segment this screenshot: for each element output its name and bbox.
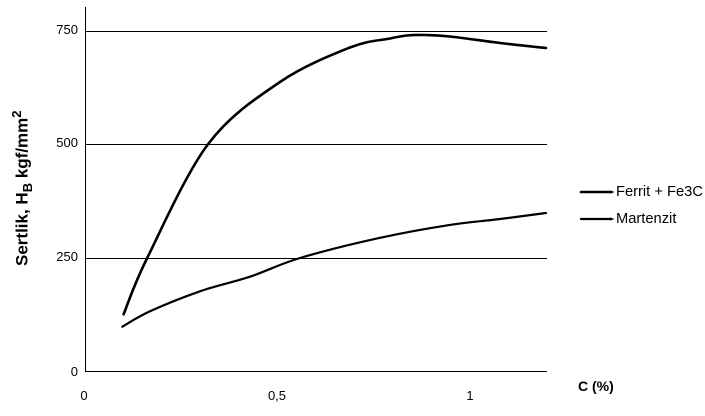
svg-text:0: 0 xyxy=(80,388,87,403)
svg-text:Ferrit + Fe3C: Ferrit + Fe3C xyxy=(616,184,703,200)
svg-text:750: 750 xyxy=(56,22,78,37)
svg-text:0,5: 0,5 xyxy=(268,388,286,403)
svg-text:C (%): C (%) xyxy=(578,378,614,394)
svg-text:0: 0 xyxy=(71,364,78,379)
svg-text:250: 250 xyxy=(56,249,78,264)
svg-text:Martenzit: Martenzit xyxy=(616,211,676,227)
svg-text:1: 1 xyxy=(466,388,473,403)
svg-text:500: 500 xyxy=(56,135,78,150)
